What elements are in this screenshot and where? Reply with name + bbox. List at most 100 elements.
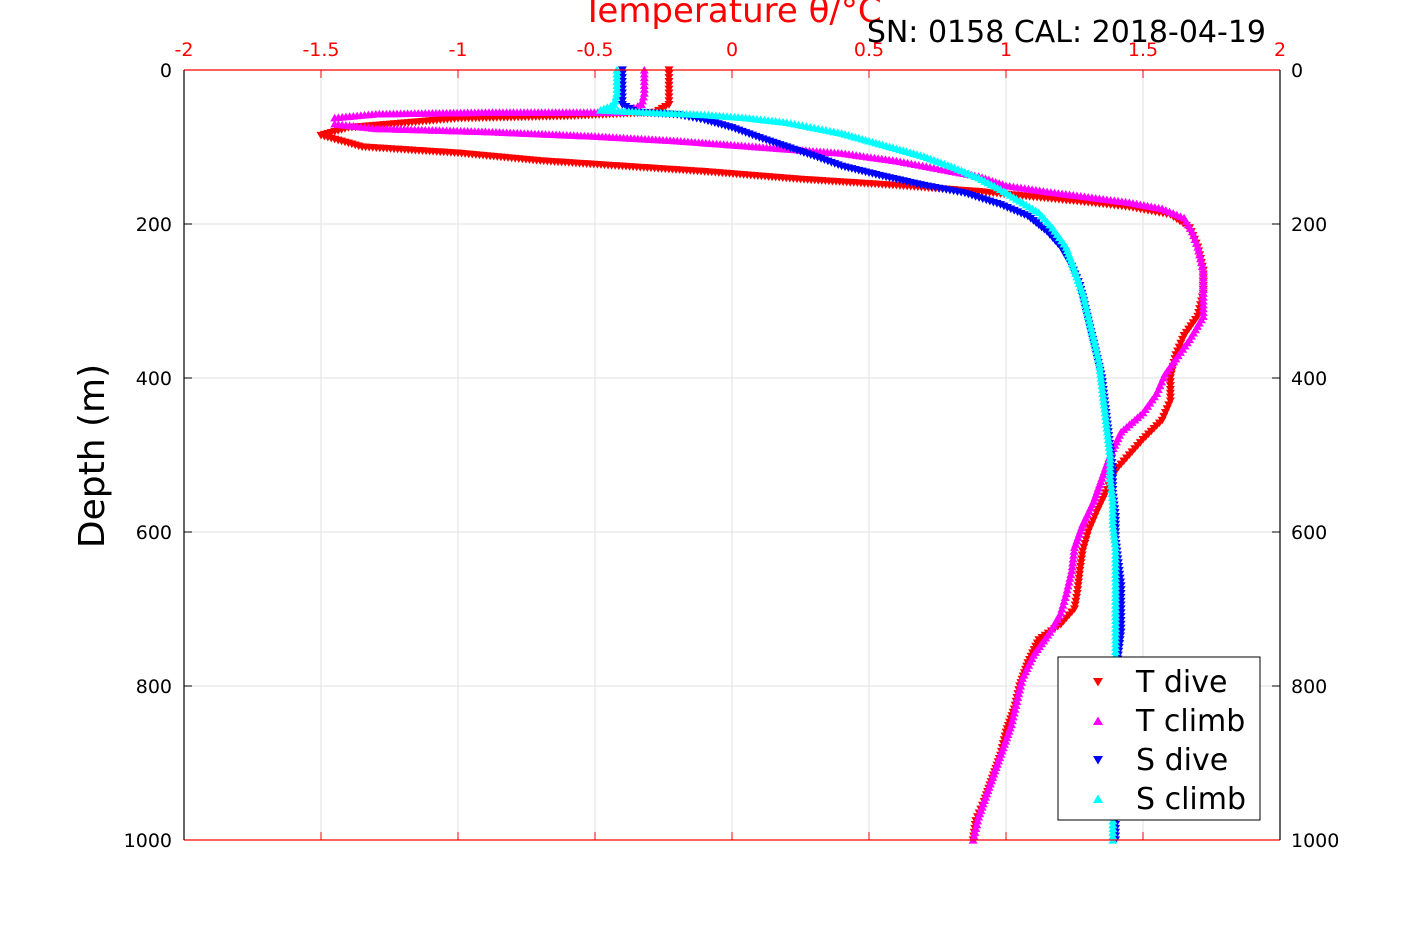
- s-climb-point: [1085, 320, 1095, 328]
- t-climb-point: [1198, 281, 1208, 290]
- t-climb-point: [1014, 689, 1024, 698]
- t-climb-point: [1061, 589, 1071, 598]
- x-axis-label: Temperature θ/°C: [581, 0, 881, 31]
- t-climb-point: [1196, 258, 1206, 267]
- s-climb-point: [1108, 497, 1118, 505]
- t-climb-point: [1198, 277, 1208, 286]
- t-climb-point: [639, 85, 649, 93]
- t-climb-point: [639, 73, 649, 82]
- s-climb-point: [1092, 350, 1102, 359]
- s-climb-point: [1088, 331, 1098, 340]
- t-climb-point: [1066, 570, 1076, 578]
- s-climb-point: [611, 92, 621, 101]
- t-dive-point: [1078, 547, 1088, 556]
- s-climb-point: [1098, 393, 1108, 401]
- t-climb-point: [1063, 581, 1073, 590]
- t-climb-point: [1017, 674, 1027, 682]
- t-climb-point: [1064, 578, 1074, 586]
- t-climb-point: [1068, 554, 1078, 563]
- s-climb-point: [1108, 501, 1118, 509]
- t-climb-point: [330, 113, 340, 122]
- s-climb-point: [1110, 535, 1120, 544]
- s-climb-point: [1089, 335, 1099, 344]
- s-climb-point: [1095, 362, 1105, 371]
- s-climb-point: [1111, 601, 1121, 609]
- s-climb-point: [1111, 647, 1121, 655]
- legend: T dive T climb S dive S climb: [1057, 656, 1261, 821]
- s-climb-point: [1109, 527, 1119, 536]
- s-climb-point: [1096, 370, 1106, 378]
- legend-marker-t-climb: [1093, 716, 1103, 725]
- legend-marker-s-dive: [1093, 756, 1103, 765]
- axes-frame: [183, 69, 1281, 841]
- t-climb-point: [1197, 262, 1207, 270]
- t-dive-point: [664, 77, 674, 86]
- t-climb-point: [972, 820, 982, 829]
- s-climb-point: [1082, 308, 1092, 317]
- t-climb-point: [1198, 285, 1208, 294]
- s-climb-point: [1111, 593, 1121, 602]
- t-dive-point: [1077, 551, 1087, 560]
- x-tick-label: -2: [175, 39, 194, 61]
- s-climb-point: [1108, 828, 1118, 836]
- s-climb-point: [1107, 489, 1117, 498]
- x-tick-label: 2: [1274, 39, 1286, 61]
- s-climb-point: [612, 77, 622, 86]
- s-climb-point: [1111, 574, 1121, 582]
- t-dive-point: [1159, 412, 1169, 421]
- s-climb-point: [1111, 612, 1121, 621]
- t-dive-point: [657, 104, 667, 113]
- s-climb-point: [1103, 431, 1113, 440]
- s-climb-point: [1099, 397, 1109, 405]
- t-climb-point: [1193, 243, 1203, 251]
- s-climb-point: [610, 96, 620, 105]
- t-climb-point: [1198, 296, 1208, 305]
- s-climb-point: [1100, 408, 1110, 417]
- s-climb-point: [1111, 608, 1121, 617]
- s-climb-point: [1096, 377, 1106, 386]
- t-dive-point: [1071, 597, 1081, 606]
- t-dive-point: [1074, 574, 1084, 583]
- s-dive-point: [617, 97, 627, 105]
- s-climb-point: [1102, 427, 1112, 436]
- s-climb-point: [1105, 474, 1115, 482]
- t-climb-point: [1011, 701, 1021, 709]
- x-tick-label: 0.5: [854, 39, 884, 61]
- t-dive-point: [1179, 332, 1189, 340]
- t-dive-point: [1165, 382, 1175, 390]
- t-dive-point: [1079, 543, 1089, 552]
- t-climb-point: [974, 812, 984, 821]
- s-climb-point: [612, 89, 622, 97]
- t-climb-point: [1198, 300, 1208, 309]
- x-tick-label: -1: [449, 39, 468, 61]
- s-climb-point: [1102, 424, 1112, 432]
- y-tick-label-left: 600: [136, 522, 172, 544]
- t-climb-point: [1198, 266, 1208, 274]
- t-dive-point: [1165, 397, 1175, 406]
- t-climb-point: [1196, 254, 1206, 263]
- s-climb-point: [612, 81, 622, 89]
- s-climb-point: [1079, 293, 1089, 301]
- t-dive-point: [1086, 520, 1096, 529]
- t-dive-point: [1072, 590, 1082, 598]
- y-tick-label-left: 800: [136, 676, 172, 698]
- legend-box: [1057, 656, 1261, 821]
- t-climb-point: [1198, 270, 1208, 278]
- t-climb-point: [1015, 685, 1025, 694]
- t-climb-point: [1198, 308, 1208, 317]
- y-tick-label-right: 0: [1291, 60, 1303, 82]
- t-climb-point: [969, 832, 979, 840]
- s-dive-point: [617, 101, 627, 109]
- y-axis-label: Depth (m): [72, 364, 113, 548]
- s-climb-point: [1097, 385, 1107, 394]
- s-climb-point: [1104, 439, 1114, 448]
- t-dive-point: [1073, 586, 1083, 594]
- t-dive-point: [1072, 593, 1082, 602]
- s-climb-point: [1087, 327, 1097, 336]
- t-climb-point: [1067, 566, 1077, 575]
- s-climb-point: [1105, 470, 1115, 478]
- s-climb-point: [1111, 558, 1121, 567]
- t-climb-point: [1195, 250, 1205, 259]
- s-climb-point: [1083, 312, 1093, 320]
